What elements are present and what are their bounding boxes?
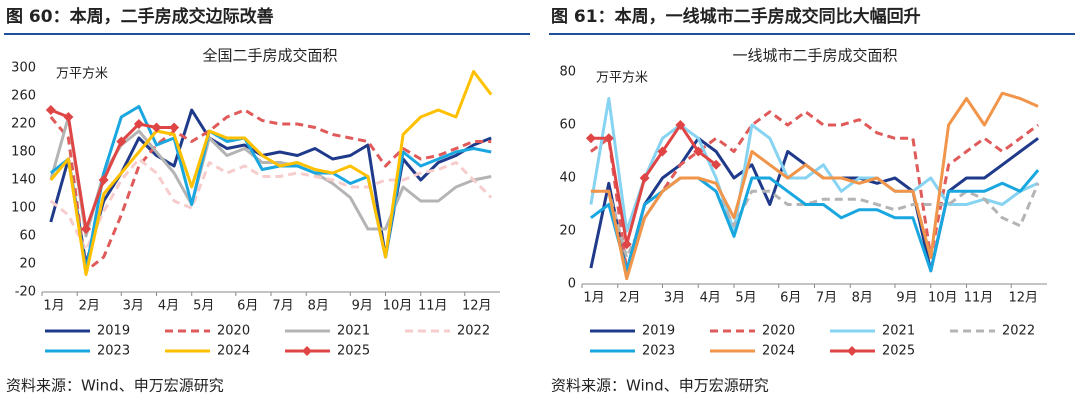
series-line [590, 110, 1039, 273]
point-marker [585, 133, 596, 144]
y-axis-label: 万平方米 [596, 70, 648, 86]
x-tick-label: 1月 [583, 291, 604, 306]
series-line [590, 123, 717, 246]
x-tick-label: 10月 [383, 299, 413, 314]
x-tick-label: 2月 [619, 291, 640, 306]
point-marker [675, 120, 686, 130]
x-tick-label: 8月 [308, 299, 329, 314]
x-tick-label: 4月 [700, 291, 721, 306]
series-line [49, 105, 492, 273]
x-tick-label: 9月 [352, 299, 373, 314]
y-tick-label: 260 [11, 89, 36, 104]
x-tick-label: 11月 [418, 299, 448, 314]
legend-label: 2024 [762, 344, 795, 359]
x-tick-label: 7月 [272, 299, 293, 314]
y-tick-label: 20 [559, 224, 576, 239]
y-tick-label: 220 [11, 117, 36, 132]
y-tick-label: 300 [11, 61, 36, 76]
series-line [49, 70, 493, 276]
figure-title: 图 61：本周，一线城市二手房成交同比大幅回升 [551, 6, 921, 27]
y-tick-label: 40 [559, 171, 576, 186]
legend-label: 2023 [642, 344, 675, 359]
y-tick-label: 180 [11, 145, 36, 160]
y-tick-label: 60 [19, 229, 36, 244]
series-line [589, 97, 1039, 233]
x-tick-label: 1月 [43, 299, 64, 314]
point-marker [693, 146, 704, 157]
point-marker [116, 136, 127, 147]
series-line [49, 157, 493, 252]
y-tick-label: 20 [19, 257, 36, 272]
x-tick-label: 7月 [816, 291, 837, 306]
legend-label: 2020 [217, 324, 250, 339]
point-marker [81, 224, 92, 234]
point-marker [133, 119, 144, 129]
source: 资料来源：Wind、申万宏源研究 [551, 377, 769, 395]
source: 资料来源：Wind、申万宏源研究 [6, 377, 224, 395]
point-marker [63, 112, 74, 122]
series-line [590, 91, 1039, 281]
legend-label: 2024 [217, 344, 250, 359]
y-axis-label: 万平方米 [56, 66, 108, 82]
point-marker [621, 239, 632, 250]
x-tick-label: 8月 [852, 291, 873, 306]
x-tick-label: 11月 [964, 291, 994, 306]
x-tick-label: 9月 [896, 291, 917, 306]
y-tick-label: 60 [559, 118, 576, 133]
legend-label: 2020 [762, 324, 795, 339]
x-tick-label: 12月 [1008, 291, 1038, 306]
y-tick-label: 100 [11, 201, 36, 216]
x-tick-label: 6月 [237, 299, 258, 314]
x-tick-label: 2月 [79, 299, 100, 314]
y-tick-label: -20 [15, 285, 36, 300]
legend-label: 2023 [97, 344, 130, 359]
legend-label: 2019 [642, 324, 675, 339]
point-marker [98, 175, 109, 185]
point-marker [711, 159, 722, 170]
legend-label: 2025 [337, 344, 370, 359]
x-tick-label: 10月 [928, 291, 958, 306]
x-tick-label: 5月 [193, 299, 214, 314]
figure-title: 图 60：本周，二手房成交边际改善 [6, 6, 274, 27]
point-marker [639, 173, 650, 183]
y-tick-label: 140 [11, 173, 36, 188]
series-line [590, 176, 1040, 259]
point-marker [603, 133, 614, 144]
point-marker [169, 122, 180, 133]
point-marker [657, 146, 668, 157]
legend-marker [847, 346, 857, 356]
point-marker [151, 122, 162, 133]
y-tick-label: 80 [559, 65, 576, 80]
y-tick-label: 0 [568, 277, 576, 292]
legend-label: 2021 [882, 324, 915, 339]
series-line [49, 108, 492, 273]
chart-subtitle: 一线城市二手房成交面积 [732, 47, 897, 65]
legend-label: 2025 [882, 344, 915, 359]
x-tick-label: 4月 [158, 299, 179, 314]
x-tick-label: 3月 [123, 299, 144, 314]
legend-marker [302, 346, 312, 356]
point-marker [45, 105, 56, 115]
x-tick-label: 3月 [664, 291, 685, 306]
chart-subtitle: 全国二手房成交面积 [202, 47, 337, 65]
legend-label: 2021 [337, 324, 370, 339]
legend-label: 2022 [457, 324, 490, 339]
x-tick-label: 12月 [462, 299, 492, 314]
legend-label: 2022 [1002, 324, 1035, 339]
x-tick-label: 5月 [735, 291, 756, 306]
legend-label: 2019 [97, 324, 130, 339]
x-tick-label: 6月 [780, 291, 801, 306]
